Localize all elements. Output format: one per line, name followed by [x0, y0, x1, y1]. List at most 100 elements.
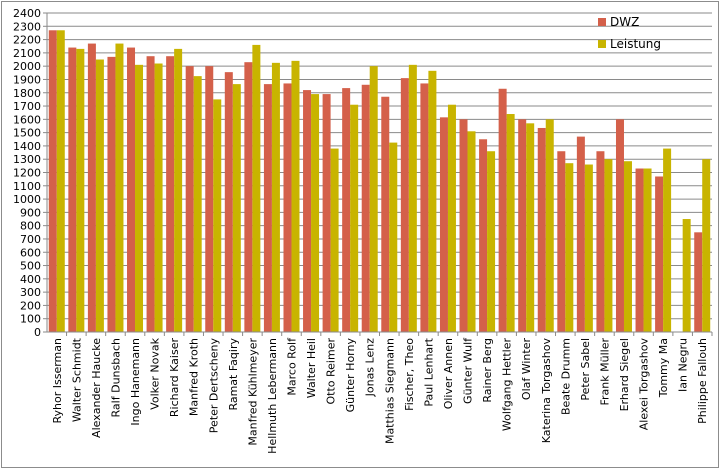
bar-leistung	[154, 63, 163, 333]
y-tick-label: 1500	[13, 127, 41, 140]
bar-leistung	[506, 114, 515, 333]
x-tick-label: Günter Wulf	[462, 337, 475, 404]
bar-dwz	[596, 151, 605, 332]
x-tick-label: Jonas Lenz	[364, 338, 377, 398]
x-tick-label: Matthias Siegmann	[383, 338, 396, 444]
y-tick-label: 1600	[13, 113, 41, 126]
x-tick-label: Oliver Annen	[442, 338, 455, 409]
y-tick-label: 1300	[13, 153, 41, 166]
x-tick-label: Volker Novak	[149, 337, 162, 409]
bar-dwz	[146, 56, 155, 333]
bar-leistung	[95, 59, 104, 332]
x-tick-label: Wolfgang Hettler	[501, 338, 514, 432]
y-tick-label: 800	[20, 220, 41, 233]
bar-leistung	[213, 99, 222, 332]
x-tick-label: Hellmuth Lebermann	[266, 338, 279, 454]
y-tick-label: 2000	[13, 60, 41, 73]
y-tick-label: 1400	[13, 140, 41, 153]
bar-leistung	[682, 219, 691, 332]
bar-dwz	[576, 136, 585, 332]
y-tick-label: 1700	[13, 100, 41, 113]
bar-leistung	[604, 159, 613, 332]
bar-dwz	[615, 119, 624, 332]
x-tick-label: Manfred Kühlmeyer	[246, 338, 259, 446]
bar-dwz	[400, 78, 409, 332]
bar-leistung	[369, 66, 378, 333]
bar-leistung	[291, 60, 300, 332]
x-tick-label: Tommy Ma	[657, 338, 670, 398]
x-tick-label: Ian Negru	[677, 338, 690, 392]
bar-leistung	[428, 70, 437, 332]
y-tick-label: 1100	[13, 180, 41, 193]
bar-leistung	[408, 64, 417, 333]
bar-dwz	[244, 62, 253, 332]
x-tick-label: Walter Heil	[305, 338, 318, 398]
bar-leistung	[56, 30, 65, 332]
bar-leistung	[623, 161, 632, 332]
x-tick-label: Ingo Hanemann	[129, 338, 142, 426]
y-tick-label: 2200	[13, 34, 41, 47]
bar-leistung	[702, 159, 711, 332]
bar-dwz	[361, 84, 370, 333]
bar-leistung	[389, 142, 398, 332]
bar-dwz	[48, 30, 57, 332]
bar-leistung	[193, 76, 202, 333]
bar-leistung	[663, 148, 672, 332]
y-tick-label: 400	[20, 273, 41, 286]
x-tick-label: Rainer Berg	[481, 338, 494, 403]
bar-dwz	[655, 176, 664, 332]
legend-label-leistung: Leistung	[610, 37, 661, 51]
x-tick-label: Erhard Siegel	[618, 338, 631, 411]
x-tick-label: Alexander Haucke	[90, 338, 103, 438]
bar-dwz	[166, 56, 175, 333]
y-tick-label: 1900	[13, 73, 41, 86]
x-tick-label: Philippe Fallouh	[696, 338, 709, 424]
x-tick-label: Beate Drumm	[559, 338, 572, 415]
y-tick-label: 600	[20, 246, 41, 259]
bar-leistung	[174, 48, 183, 332]
bar-dwz	[283, 83, 292, 332]
bar-leistung	[643, 168, 652, 332]
legend-swatch-leistung	[598, 40, 606, 48]
bar-dwz	[635, 168, 644, 332]
bar-dwz	[68, 47, 77, 332]
bar-dwz	[694, 232, 703, 332]
bar-leistung	[76, 48, 85, 332]
y-tick-label: 700	[20, 233, 41, 246]
legend-swatch-dwz	[598, 18, 606, 26]
y-tick-label: 900	[20, 206, 41, 219]
x-tick-label: Günter Horny	[344, 338, 357, 413]
bar-dwz	[439, 117, 448, 332]
x-tick-label: Peter Sabel	[579, 338, 592, 401]
x-tick-label: Ramat Faqiry	[227, 338, 240, 411]
bar-dwz	[263, 84, 272, 333]
x-tick-label: Manfred Kroth	[188, 338, 201, 416]
y-tick-label: 2400	[13, 7, 41, 20]
bar-leistung	[526, 123, 535, 332]
bar-dwz	[205, 66, 214, 333]
y-tick-label: 2300	[13, 20, 41, 33]
bar-dwz	[518, 119, 527, 332]
y-tick-label: 1800	[13, 87, 41, 100]
bar-dwz	[322, 94, 331, 333]
x-tick-label: Fischer, Theo	[403, 338, 416, 411]
x-tick-label: Marco Rolf	[285, 337, 298, 396]
bar-leistung	[584, 164, 593, 332]
x-tick-label: Olaf Winter	[520, 338, 533, 401]
bar-dwz	[107, 56, 116, 333]
x-tick-label: Ryhor Isserman	[51, 338, 64, 424]
bar-dwz	[459, 119, 468, 332]
x-tick-label: Richard Kaiser	[168, 338, 181, 418]
y-tick-label: 1200	[13, 167, 41, 180]
bar-leistung	[135, 64, 144, 333]
bar-leistung	[115, 43, 124, 333]
y-tick-label: 1000	[13, 193, 41, 206]
bar-dwz	[420, 83, 429, 332]
x-tick-label: Ralf Dunsbach	[109, 338, 122, 417]
bar-leistung	[232, 84, 241, 333]
bar-dwz	[127, 47, 136, 332]
legend-label-dwz: DWZ	[610, 15, 639, 29]
y-tick-label: 2100	[13, 47, 41, 60]
bar-dwz	[498, 88, 507, 332]
